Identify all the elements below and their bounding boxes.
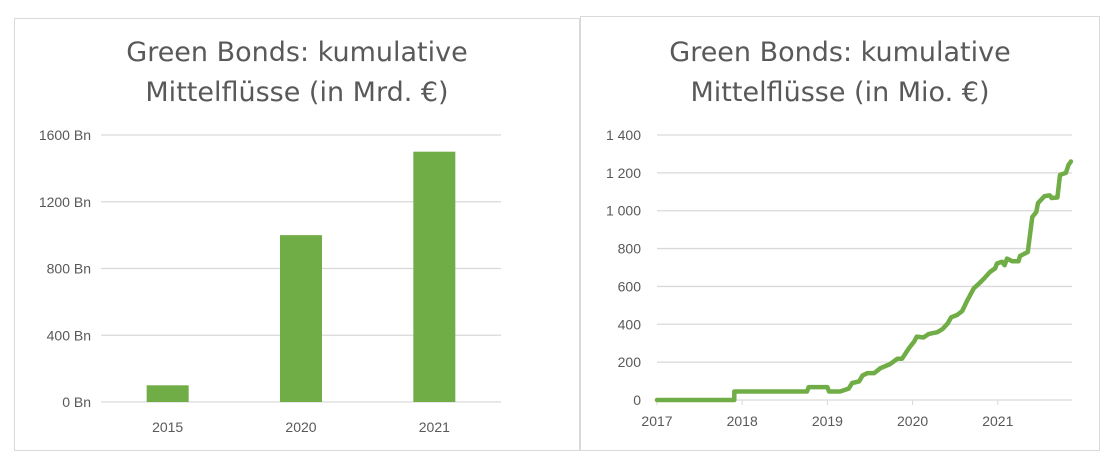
bar-2021 [413, 151, 456, 402]
bar-chart-title-line-2: Mittelflüsse (in Mrd. €) [145, 77, 449, 108]
x-tick-label: 2019 [812, 413, 843, 429]
y-tick-label: 800 [618, 241, 642, 257]
bar-chart-panel: Green Bonds: kumulative Mittelflüsse (in… [14, 18, 580, 451]
x-tick-label: 2020 [285, 419, 316, 435]
bar-chart-title: Green Bonds: kumulative Mittelflüsse (in… [15, 33, 579, 113]
x-tick-label: 2018 [727, 413, 758, 429]
x-tick-label: 2020 [897, 413, 928, 429]
y-tick-label: 800 Bn [47, 261, 91, 277]
line-chart-panel: Green Bonds: kumulative Mittelflüsse (in… [580, 16, 1100, 451]
y-tick-label: 600 [618, 278, 642, 294]
bar-2015 [146, 385, 189, 402]
line-chart-title-line-2: Mittelflüsse (in Mio. €) [690, 77, 990, 108]
bar-2020 [280, 235, 322, 402]
line-chart-title: Green Bonds: kumulative Mittelflüsse (in… [581, 33, 1099, 113]
y-tick-label: 1200 Bn [39, 194, 91, 210]
y-tick-label: 200 [618, 354, 642, 370]
line-chart-plot: 0 200 400 600 800 1 000 1 200 1 400 2017 2018 2019… [606, 127, 1074, 429]
y-tick-label: 1 400 [606, 127, 641, 143]
y-tick-label: 1600 Bn [39, 127, 91, 143]
x-tick-label: 2015 [152, 419, 183, 435]
y-tick-label: 400 [618, 316, 642, 332]
series-line [654, 159, 1074, 403]
y-tick-label: 1 200 [606, 165, 641, 181]
x-tick-label: 2021 [419, 419, 450, 435]
y-tick-label: 0 Bn [62, 394, 91, 410]
y-tick-label: 400 Bn [47, 327, 91, 343]
bar-chart-plot: 0 Bn 400 Bn 800 Bn 1200 Bn 1600 Bn 2015 2020 20… [39, 127, 501, 435]
bar-chart-title-line-1: Green Bonds: kumulative [126, 37, 468, 68]
x-tick-label: 2021 [982, 413, 1013, 429]
x-tick-label: 2017 [641, 413, 672, 429]
y-tick-label: 0 [633, 392, 641, 408]
line-chart-title-line-1: Green Bonds: kumulative [669, 37, 1011, 68]
y-tick-label: 1 000 [606, 203, 641, 219]
